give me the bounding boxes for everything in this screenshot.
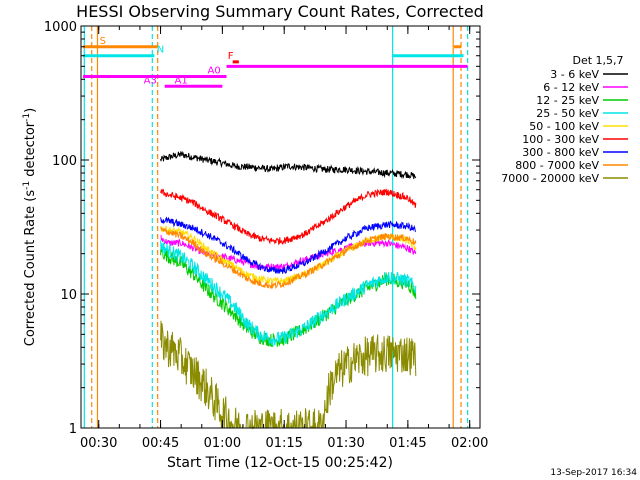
flag-label: S <box>100 36 106 47</box>
x-tick-label: 01:00 <box>204 436 241 451</box>
legend-item-label: 50 - 100 keV <box>529 120 599 133</box>
legend-item-label: 25 - 50 keV <box>536 107 599 120</box>
series-line <box>160 216 417 275</box>
chart-title: HESSI Observing Summary Count Rates, Cor… <box>76 2 484 21</box>
y-tick-label: 1000 <box>44 20 77 35</box>
x-tick-label: 02:00 <box>451 436 488 451</box>
legend-item-label: 12 - 25 keV <box>536 94 599 107</box>
y-tick-label: 10 <box>60 288 77 303</box>
x-tick-label: 00:30 <box>80 436 117 451</box>
x-tick-label: 00:45 <box>142 436 179 451</box>
series-line <box>160 246 417 348</box>
flag-label: A0 <box>208 65 221 76</box>
flag-label: A3 <box>144 75 157 86</box>
y-tick-label: 1 <box>69 422 77 437</box>
flag-label: A1 <box>175 75 188 86</box>
legend-item-label: 800 - 7000 keV <box>515 159 599 172</box>
legend-item-label: 6 - 12 keV <box>543 81 599 94</box>
x-tick-label: 01:30 <box>327 436 364 451</box>
series-lines <box>160 150 417 430</box>
axes: 1 10 100 1000 00:30 00:45 01:00 01:15 01:30 01:45… <box>44 20 489 451</box>
series-line <box>160 150 417 180</box>
series-line <box>160 188 417 246</box>
plot-frame <box>80 25 481 429</box>
x-tick-label: 01:15 <box>265 436 302 451</box>
legend-title: Det 1,5,7 <box>572 54 623 67</box>
y-axis-label: Corrected Count Rate (s-1 detector-1) <box>22 108 38 346</box>
flag-bars: S N A0 A1 A3 F <box>83 36 468 88</box>
flag-label: F <box>228 51 234 62</box>
legend-item-label: 3 - 6 keV <box>550 68 599 81</box>
attenuator-lines <box>83 26 469 428</box>
series-line <box>160 226 417 289</box>
legend-item-label: 7000 - 20000 keV <box>501 172 599 185</box>
legend-item-label: 300 - 800 keV <box>522 146 599 159</box>
y-tick-label: 100 <box>52 154 77 169</box>
x-axis-label: Start Time (12-Oct-15 00:25:42) <box>167 455 393 471</box>
footer-timestamp: 13-Sep-2017 16:34 <box>550 468 637 478</box>
series-line <box>160 225 417 286</box>
x-tick-label: 01:45 <box>389 436 426 451</box>
flag-label: N <box>157 45 164 56</box>
legend-item-label: 100 - 300 keV <box>522 133 599 146</box>
series-line <box>160 240 417 346</box>
